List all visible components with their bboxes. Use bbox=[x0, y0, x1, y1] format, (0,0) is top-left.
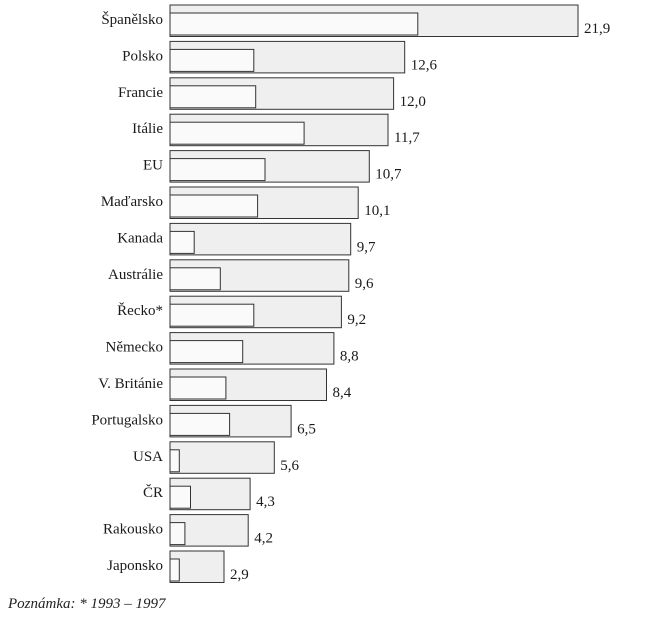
bar-inner bbox=[169, 558, 180, 582]
value-label: 5,6 bbox=[280, 458, 299, 474]
category-label: EU bbox=[143, 158, 163, 174]
bar-inner bbox=[169, 121, 305, 145]
bar-inner bbox=[169, 48, 255, 72]
value-label: 9,2 bbox=[347, 312, 366, 328]
bar-inner bbox=[169, 230, 195, 254]
bar-inner bbox=[169, 85, 257, 109]
category-label: USA bbox=[133, 449, 163, 465]
bar-inner bbox=[169, 158, 266, 182]
bar-inner bbox=[169, 12, 419, 36]
value-label: 12,0 bbox=[400, 94, 426, 110]
bar-inner bbox=[169, 194, 259, 218]
value-label: 8,4 bbox=[333, 385, 352, 401]
category-label: Kanada bbox=[117, 230, 163, 246]
category-label: ČR bbox=[143, 484, 163, 501]
value-label: 4,3 bbox=[256, 494, 275, 510]
value-label: 9,7 bbox=[357, 239, 376, 255]
bar-inner bbox=[169, 303, 255, 327]
category-label: Španělsko bbox=[101, 11, 163, 28]
value-label: 21,9 bbox=[584, 21, 610, 37]
bar-inner bbox=[169, 522, 186, 546]
value-label: 2,9 bbox=[230, 567, 249, 583]
category-label: Portugalsko bbox=[91, 412, 163, 428]
bar-inner bbox=[169, 376, 227, 400]
value-label: 6,5 bbox=[297, 421, 316, 437]
category-label: Rakousko bbox=[103, 522, 163, 538]
bar-inner bbox=[169, 485, 191, 509]
category-label: Japonsko bbox=[107, 558, 163, 574]
category-label: Austrálie bbox=[108, 267, 163, 283]
bar-inner bbox=[169, 412, 231, 436]
category-label: Německo bbox=[106, 340, 163, 356]
chart-note: Poznámka: * 1993 – 1997 bbox=[8, 596, 166, 612]
value-label: 10,1 bbox=[364, 203, 390, 219]
category-label: Polsko bbox=[122, 48, 163, 64]
value-label: 11,7 bbox=[394, 130, 420, 146]
value-label: 4,2 bbox=[254, 531, 273, 547]
value-label: 10,7 bbox=[375, 167, 402, 183]
value-label: 12,6 bbox=[411, 57, 438, 73]
category-label: V. Británie bbox=[98, 376, 163, 392]
bar-outer bbox=[169, 441, 275, 474]
bar-inner bbox=[169, 449, 180, 473]
value-label: 9,6 bbox=[355, 276, 374, 292]
category-label: Řecko* bbox=[117, 302, 163, 319]
value-label: 8,8 bbox=[340, 349, 359, 365]
bar-inner bbox=[169, 267, 221, 291]
category-label: Francie bbox=[118, 85, 163, 101]
category-label: Maďarsko bbox=[101, 194, 163, 210]
category-label: Itálie bbox=[132, 121, 163, 137]
bar-inner bbox=[169, 340, 244, 364]
bar-outer bbox=[169, 222, 352, 256]
bar-chart: Španělsko 21,9 Polsko 12,6 Francie 12,0 Itálie… bbox=[91, 4, 610, 583]
